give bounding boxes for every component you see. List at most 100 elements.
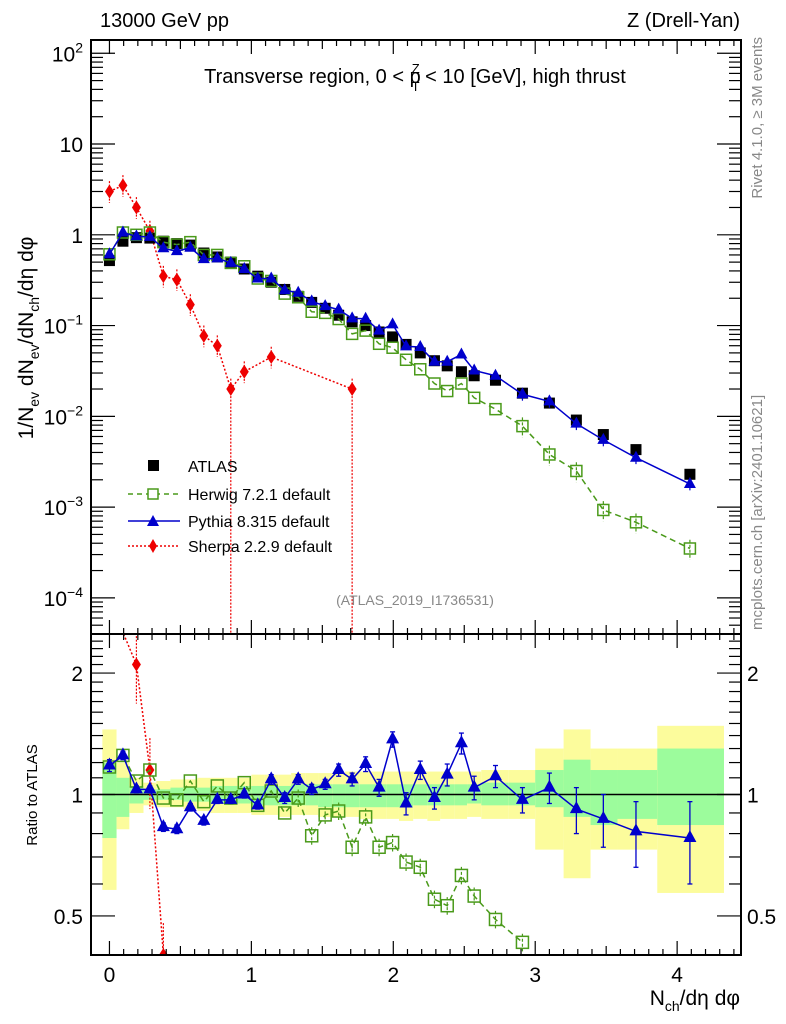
pythia-point — [359, 311, 372, 323]
herwig-point — [440, 384, 454, 398]
pythia-point — [170, 244, 183, 256]
sherpa-point — [131, 200, 141, 215]
pythia-ratio-point — [345, 771, 359, 784]
band-stat-uncertainty — [116, 777, 130, 817]
sherpa-ratio-line — [122, 634, 165, 955]
atlas-point — [489, 374, 501, 386]
herwig-ratio-point — [331, 804, 346, 818]
atlas-point — [171, 238, 183, 250]
pythia-ratio-point — [116, 747, 130, 760]
sherpa-point — [185, 297, 195, 312]
herwig-ratio-point — [277, 806, 292, 820]
legend-marker-herwig — [147, 488, 159, 500]
pythia-ratio-point — [237, 786, 251, 799]
legend-entry-atlas: ATLAS — [148, 459, 238, 476]
pythia-ratio-point — [467, 779, 481, 792]
pythia-point — [238, 261, 251, 273]
pythia-ratio-point — [291, 771, 305, 784]
mcplots-label: mcplots.cern.ch [arXiv:2401.10621] — [749, 395, 766, 630]
pythia-ratio-point — [318, 776, 332, 789]
sherpa-point — [172, 272, 182, 287]
legend-marker-atlas — [148, 460, 159, 471]
herwig-ratio-point — [170, 793, 184, 807]
herwig-point — [570, 464, 583, 478]
ratio-y-axis-label: Ratio to ATLAS — [24, 744, 41, 845]
atlas-point — [441, 360, 453, 372]
pythia-point — [428, 354, 441, 366]
legend-marker-sherpa — [149, 539, 157, 553]
legend: ATLAS Herwig 7.2.1 default Pythia 8.315 … — [128, 459, 333, 556]
band-stat-uncertainty — [386, 784, 399, 808]
pythia-point — [455, 347, 468, 359]
main-y-tick-label: 1 — [71, 225, 83, 248]
pythia-ratio-point — [129, 781, 143, 794]
x-tick-label: 4 — [671, 964, 683, 987]
herwig-point — [489, 402, 502, 416]
herwig-ratio-point — [372, 840, 386, 854]
pythia-point — [278, 283, 291, 295]
pythia-ratio-point — [143, 781, 157, 794]
sherpa-line — [109, 184, 353, 391]
pythia-ratio-point — [569, 801, 583, 814]
atlas-point — [103, 255, 115, 267]
pythia-ratio-point — [440, 766, 454, 779]
pythia-point — [197, 252, 210, 264]
sherpa-point — [104, 184, 114, 199]
main-y-tick-label: 10−3 — [44, 493, 84, 520]
pythia-point — [346, 311, 359, 323]
x-axis-label: Nch/dη dφ — [650, 987, 740, 1014]
band-stat-uncertainty — [102, 762, 117, 839]
herwig-point — [455, 377, 468, 390]
pythia-ratio-point — [629, 823, 643, 836]
sherpa-point — [266, 350, 276, 365]
legend-entry-sherpa: Sherpa 2.2.9 default — [128, 539, 333, 556]
x-tick-label: 3 — [529, 964, 541, 987]
sherpa-point — [347, 382, 357, 397]
herwig-point — [305, 305, 318, 318]
main-y-tick-label: 10−2 — [44, 402, 84, 429]
atlas-point — [414, 347, 426, 359]
pythia-ratio-point — [427, 790, 441, 803]
sherpa-point — [118, 178, 128, 193]
herwig-point — [428, 377, 441, 390]
herwig-ratio-point — [515, 935, 530, 950]
pythia-ratio-point — [542, 779, 556, 792]
pythia-point — [489, 368, 502, 380]
main-y-axis-label: 1/Nev dNev/dNch/dη dφ — [15, 237, 42, 440]
ratio-y-tick-label-left: 0.5 — [54, 906, 83, 929]
band-stat-uncertainty — [345, 784, 360, 808]
pythia-ratio-point — [156, 819, 170, 832]
band-stat-uncertainty — [264, 785, 279, 806]
herwig-ratio-line — [108, 754, 523, 943]
herwig-point — [345, 327, 359, 341]
pythia-point — [516, 387, 529, 399]
pythia-ratio-point — [102, 757, 116, 770]
pythia-point — [414, 340, 427, 352]
pythia-point — [597, 432, 610, 444]
main-panel-content — [103, 175, 697, 634]
herwig-point — [543, 448, 556, 461]
ratio-panel-content — [91, 634, 741, 955]
pythia-point — [143, 229, 156, 241]
pythia-ratio-point — [197, 812, 211, 825]
ratio-y-tick-label-right: 1 — [747, 785, 759, 808]
atlas-point — [468, 370, 480, 382]
ratio-axes: 0.5 0.5 1 1 2 2 0 1 2 3 4 — [54, 633, 776, 987]
herwig-ratio-point — [454, 868, 469, 883]
herwig-ratio-point — [143, 763, 157, 777]
pythia-ratio-point — [386, 731, 400, 744]
main-y-tick-label: 10−1 — [44, 312, 84, 339]
analysis-tag: (ATLAS_2019_I1736531) — [336, 592, 494, 608]
herwig-point — [597, 503, 610, 517]
pythia-ratio-point — [224, 791, 238, 804]
band-stat-uncertainty — [318, 784, 333, 808]
pythia-point — [116, 225, 129, 237]
sherpa-point — [226, 382, 236, 397]
pythia-point — [468, 363, 481, 375]
herwig-ratio-point — [183, 774, 198, 788]
herwig-point — [359, 324, 372, 337]
herwig-ratio-point — [399, 855, 413, 869]
pythia-point — [319, 299, 332, 311]
atlas-point — [157, 235, 169, 247]
